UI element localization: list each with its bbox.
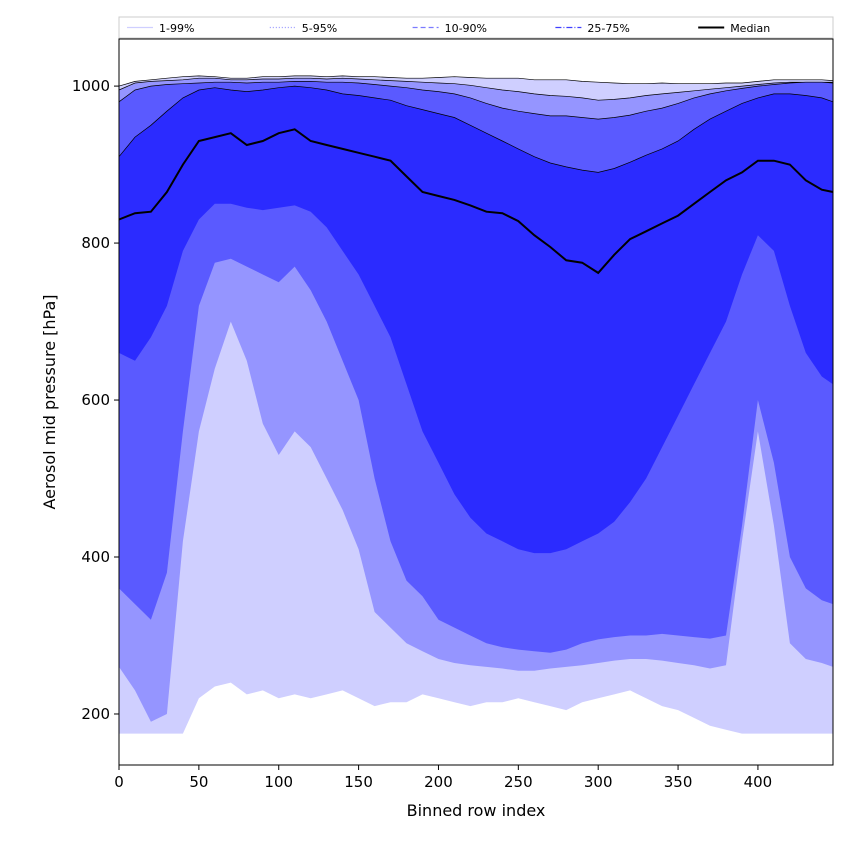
plot-frame — [118, 38, 834, 766]
y-tick-label: 600 — [81, 391, 110, 409]
y-axis: 200 400 600 800 1000 — [72, 77, 119, 723]
band-outer-upper-edge — [118, 75, 834, 87]
legend-label: 5-95% — [302, 22, 337, 35]
legend-label: 1-99% — [159, 22, 194, 35]
legend-frame — [118, 16, 834, 39]
y-axis-label: Aerosol mid pressure [hPa] — [40, 294, 59, 509]
x-tick-label: 200 — [424, 773, 453, 791]
x-tick-label: 150 — [344, 773, 373, 791]
band-third-upper-edge — [118, 81, 834, 120]
x-axis: 0 50 100 150 200 250 300 350 400 — [114, 765, 772, 791]
x-axis-label: Binned row index — [407, 801, 546, 820]
data-bands — [118, 75, 834, 734]
x-tick-label: 400 — [744, 773, 773, 791]
legend-label: Median — [730, 22, 770, 35]
x-tick-label: 300 — [584, 773, 613, 791]
median-line — [118, 128, 834, 275]
y-tick-label: 200 — [81, 705, 110, 723]
y-tick-label: 400 — [81, 548, 110, 566]
y-tick-label: 800 — [81, 234, 110, 252]
x-tick-label: 0 — [114, 773, 124, 791]
band-inner — [119, 86, 833, 554]
band-inner-upper-edge — [118, 85, 834, 173]
legend-label: 10-90% — [445, 22, 487, 35]
band-second-upper-edge — [118, 77, 833, 101]
x-tick-label: 250 — [504, 773, 533, 791]
median-layer — [118, 128, 834, 275]
x-tick-label: 350 — [664, 773, 693, 791]
x-tick-label: 50 — [189, 773, 208, 791]
legend-label: 25-75% — [587, 22, 629, 35]
x-tick-label: 100 — [264, 773, 293, 791]
y-tick-label: 1000 — [72, 77, 110, 95]
legend: 1-99% 5-95% 10-90% 25-75% Median — [118, 16, 834, 39]
